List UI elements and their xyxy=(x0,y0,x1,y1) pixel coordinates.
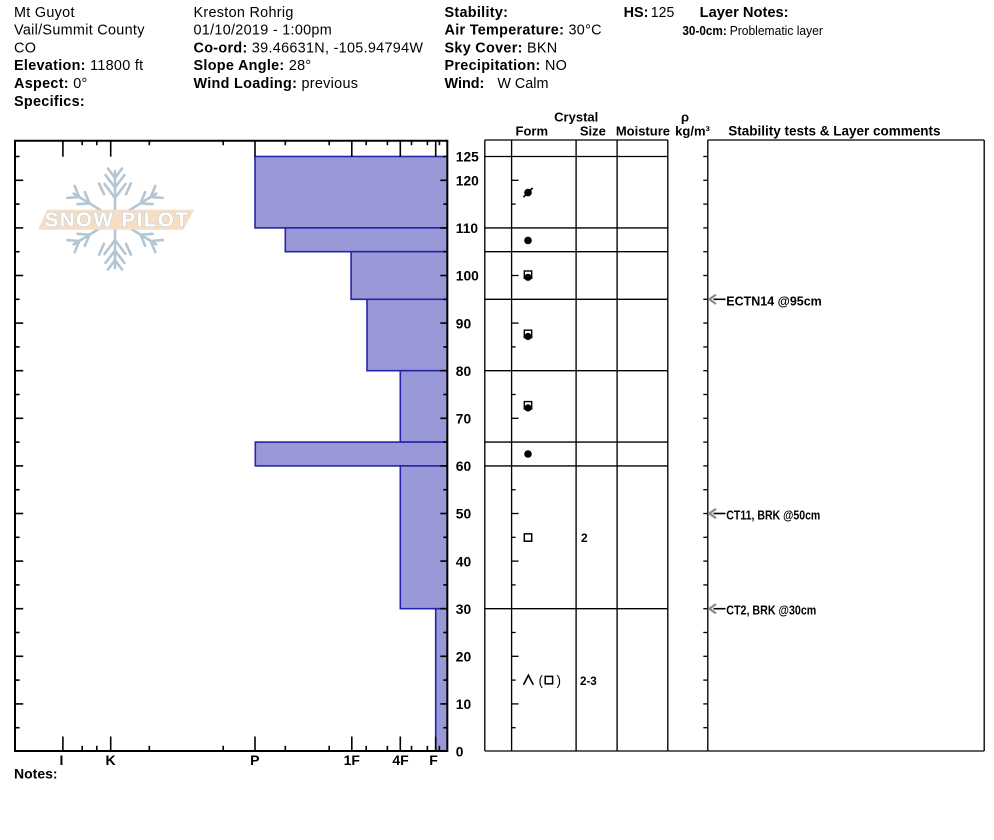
svg-text:30-0cm:: 30-0cm: xyxy=(682,24,726,38)
svg-text:Vail/Summit County: Vail/Summit County xyxy=(14,23,145,39)
svg-text:ECTN14 @95cm: ECTN14 @95cm xyxy=(726,293,822,308)
svg-text:Problematic layer: Problematic layer xyxy=(730,24,823,38)
svg-text:2-3: 2-3 xyxy=(580,675,597,688)
svg-text:70: 70 xyxy=(456,412,472,427)
svg-text:Co-ord: 39.46631N, -105.94794W: Co-ord: 39.46631N, -105.94794W xyxy=(194,40,424,56)
svg-text:Elevation: 11800 ft: Elevation: 11800 ft xyxy=(14,58,143,74)
svg-text:01/10/2019 - 1:00pm: 01/10/2019 - 1:00pm xyxy=(194,23,333,39)
svg-text:125: 125 xyxy=(651,5,675,21)
svg-text:K: K xyxy=(105,752,115,768)
svg-text:(: ( xyxy=(539,673,544,688)
svg-text:Stability:: Stability: xyxy=(445,5,509,21)
svg-text:0: 0 xyxy=(456,745,464,760)
svg-text:SNOW PILOT: SNOW PILOT xyxy=(45,209,190,232)
svg-text:): ) xyxy=(557,673,562,688)
svg-text:40: 40 xyxy=(456,554,472,569)
svg-text:CT11, BRK @50cm: CT11, BRK @50cm xyxy=(726,508,820,523)
svg-text:50: 50 xyxy=(456,507,472,522)
svg-text:30: 30 xyxy=(456,602,472,617)
svg-text:Aspect: 0°: Aspect: 0° xyxy=(14,76,88,92)
svg-text:Air Temperature: 30°C: Air Temperature: 30°C xyxy=(445,23,602,39)
svg-text:P: P xyxy=(250,752,259,768)
svg-text:kg/m³: kg/m³ xyxy=(675,123,710,138)
svg-text:80: 80 xyxy=(456,364,472,379)
svg-text:Slope Angle: 28°: Slope Angle: 28° xyxy=(194,58,312,74)
svg-text:Precipitation: NO: Precipitation: NO xyxy=(445,58,568,74)
svg-text:2: 2 xyxy=(581,531,588,545)
svg-text:Sky Cover: BKN: Sky Cover: BKN xyxy=(445,40,558,56)
svg-text:100: 100 xyxy=(456,269,479,284)
svg-text:ρ: ρ xyxy=(681,109,689,124)
svg-text:Wind Loading: previous: Wind Loading: previous xyxy=(194,76,359,92)
svg-text:125: 125 xyxy=(456,150,479,165)
svg-text:Moisture: Moisture xyxy=(616,123,670,138)
svg-text:Crystal: Crystal xyxy=(554,109,598,124)
svg-text:4F: 4F xyxy=(392,752,409,768)
svg-text:60: 60 xyxy=(456,459,472,474)
svg-text:10: 10 xyxy=(456,697,472,712)
svg-text:Mt Guyot: Mt Guyot xyxy=(14,5,75,21)
svg-text:Specifics:: Specifics: xyxy=(14,94,85,110)
svg-text:CO: CO xyxy=(14,40,36,56)
svg-text:20: 20 xyxy=(456,650,472,665)
svg-text:Layer Notes:: Layer Notes: xyxy=(700,5,789,21)
svg-text:Form: Form xyxy=(516,123,549,138)
svg-text:Kreston Rohrig: Kreston Rohrig xyxy=(194,5,294,21)
svg-text:HS:: HS: xyxy=(624,5,649,21)
svg-text:Stability tests & Layer commen: Stability tests & Layer comments xyxy=(728,123,940,138)
svg-text:120: 120 xyxy=(456,174,479,189)
svg-text:Wind: W Calm: Wind: W Calm xyxy=(445,76,549,92)
svg-text:110: 110 xyxy=(456,221,479,236)
svg-text:90: 90 xyxy=(456,316,472,331)
svg-text:Size: Size xyxy=(580,123,606,138)
svg-text:1F: 1F xyxy=(344,752,361,768)
svg-text:F: F xyxy=(429,752,438,768)
svg-text:Notes:: Notes: xyxy=(14,765,58,781)
svg-text:I: I xyxy=(60,752,64,768)
svg-text:CT2, BRK @30cm: CT2, BRK @30cm xyxy=(726,603,816,618)
